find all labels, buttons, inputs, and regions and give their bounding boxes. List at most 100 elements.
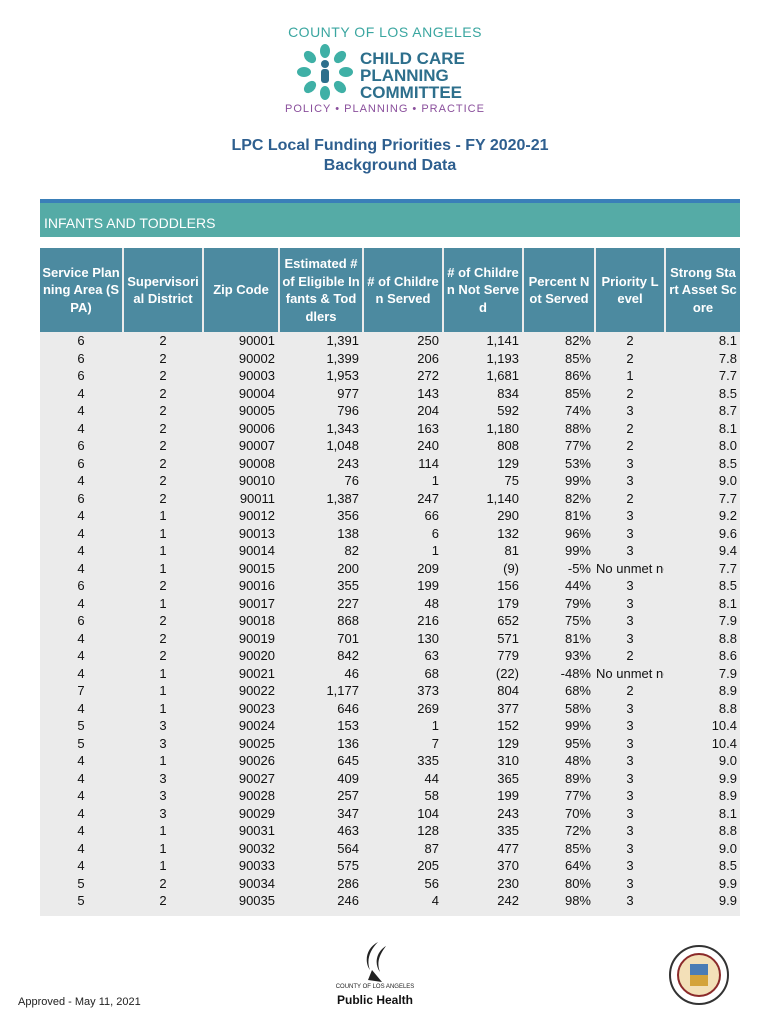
table-cell: 652 bbox=[497, 613, 519, 628]
table-row: 5 3 90025 136 7 129 95% 3 10.4 bbox=[40, 735, 740, 753]
table-cell: 90027 bbox=[238, 770, 275, 786]
committee-line: COMMITTEE bbox=[360, 83, 462, 102]
table-cell: 377 bbox=[497, 700, 519, 716]
table-cell: 7 bbox=[77, 683, 85, 698]
table-cell: 4 bbox=[77, 508, 85, 523]
table-cell: 2 bbox=[159, 613, 167, 628]
table-row: 4 2 90005 796 204 592 74% 3 8.7 bbox=[40, 402, 740, 420]
table-cell: 8.1 bbox=[718, 805, 737, 821]
table-cell: 6 bbox=[77, 333, 85, 348]
table-cell: 8.5 bbox=[718, 385, 737, 401]
table-cell: 269 bbox=[417, 700, 439, 716]
table-cell: 2 bbox=[159, 438, 167, 453]
table-cell: 3 bbox=[626, 823, 634, 838]
table-cell: 138 bbox=[337, 525, 359, 541]
table-cell: 90025 bbox=[238, 735, 275, 751]
table-cell: 3 bbox=[626, 735, 634, 751]
table-row: 4 1 90023 646 269 377 58% 3 8.8 bbox=[40, 700, 740, 718]
table-cell: 779 bbox=[497, 648, 519, 663]
table-cell: 808 bbox=[497, 438, 519, 453]
table-cell: 8.0 bbox=[718, 438, 737, 453]
table-cell: 1 bbox=[159, 683, 167, 698]
table-cell: 3 bbox=[626, 578, 634, 593]
table-cell: 5 bbox=[77, 735, 85, 751]
table-cell: 246 bbox=[337, 893, 359, 908]
table-cell: 63 bbox=[424, 648, 439, 663]
table-cell: 3 bbox=[626, 508, 634, 523]
table-cell: 1,399 bbox=[326, 350, 359, 366]
table-cell: 88% bbox=[564, 420, 591, 436]
section-header: INFANTS AND TODDLERS bbox=[40, 199, 740, 237]
table-cell: 82 bbox=[344, 543, 359, 558]
table-cell: 4 bbox=[77, 630, 85, 646]
table-cell: 199 bbox=[417, 578, 439, 593]
table-cell: 90032 bbox=[238, 840, 275, 856]
table-cell: 99% bbox=[564, 718, 591, 733]
table-cell: 3 bbox=[626, 840, 634, 856]
table-cell: 1,681 bbox=[486, 368, 519, 383]
table-cell: 250 bbox=[417, 333, 439, 348]
table-cell: 163 bbox=[417, 420, 439, 436]
table-cell: 564 bbox=[337, 840, 359, 856]
table-cell: 79% bbox=[564, 595, 591, 611]
table-cell: 2 bbox=[159, 490, 167, 506]
table-cell: 2 bbox=[159, 648, 167, 663]
table-cell: 8.1 bbox=[718, 595, 737, 611]
table-row: 4 1 90012 356 66 290 81% 3 9.2 bbox=[40, 507, 740, 525]
table-cell: 1,391 bbox=[326, 333, 359, 348]
table-cell: 1 bbox=[431, 473, 439, 488]
data-table: Service Planning Area (SPA) Supervisorial… bbox=[38, 248, 742, 910]
table-cell: 1,343 bbox=[326, 420, 359, 436]
table-cell: -5% bbox=[567, 560, 591, 576]
table-cell: 200 bbox=[337, 560, 359, 576]
table-row: 5 3 90024 153 1 152 99% 3 10.4 bbox=[40, 717, 740, 735]
table-row: 4 2 90004 977 143 834 85% 2 8.5 bbox=[40, 385, 740, 403]
table-cell: 2 bbox=[159, 385, 167, 401]
table-cell: 4 bbox=[431, 893, 439, 908]
table-row: 4 1 90031 463 128 335 72% 3 8.8 bbox=[40, 822, 740, 840]
table-cell: 85% bbox=[564, 840, 591, 856]
table-cell: 156 bbox=[497, 578, 519, 593]
table-cell: 5 bbox=[77, 875, 85, 891]
table-row: 4 1 90017 227 48 179 79% 3 8.1 bbox=[40, 595, 740, 613]
table-cell: 272 bbox=[417, 368, 439, 383]
table-cell: 257 bbox=[337, 788, 359, 803]
table-cell: 2 bbox=[626, 490, 634, 506]
table-cell: 4 bbox=[77, 648, 85, 663]
table-cell: 240 bbox=[417, 438, 439, 453]
table-cell: 8.1 bbox=[718, 420, 737, 436]
table-row: 4 1 90014 82 1 81 99% 3 9.4 bbox=[40, 542, 740, 560]
table-cell: 90034 bbox=[238, 875, 275, 891]
table-cell: 44 bbox=[424, 770, 439, 786]
table-cell: 2 bbox=[626, 420, 634, 436]
table-cell: 335 bbox=[497, 823, 519, 838]
column-header: Percent Not Served bbox=[524, 248, 594, 332]
table-cell: 48 bbox=[424, 595, 439, 611]
table-cell: 796 bbox=[337, 403, 359, 418]
table-cell: 58% bbox=[564, 700, 591, 716]
table-cell: 7.7 bbox=[718, 560, 737, 576]
table-cell: 3 bbox=[626, 403, 634, 418]
logo-org: COUNTY OF LOS ANGELES bbox=[335, 984, 415, 990]
table-cell: 1,141 bbox=[486, 333, 519, 348]
table-cell: 575 bbox=[337, 858, 359, 873]
table-row: 4 2 90020 842 63 779 93% 2 8.6 bbox=[40, 647, 740, 665]
table-row: 4 1 90032 564 87 477 85% 3 9.0 bbox=[40, 840, 740, 858]
table-cell: 242 bbox=[497, 893, 519, 908]
table-cell: (9) bbox=[503, 560, 519, 576]
table-cell: 8.5 bbox=[718, 455, 737, 471]
table-cell: 9.0 bbox=[718, 473, 737, 488]
table-row: 6 2 90001 1,391 250 1,141 82% 2 8.1 bbox=[40, 332, 740, 350]
table-cell: 82% bbox=[564, 490, 591, 506]
table-cell: 4 bbox=[77, 770, 85, 786]
table-cell: 3 bbox=[626, 700, 634, 716]
table-cell: 128 bbox=[417, 823, 439, 838]
table-cell: 90016 bbox=[238, 578, 275, 593]
approved-date: Approved - May 11, 2021 bbox=[18, 996, 141, 1008]
table-cell: 199 bbox=[497, 788, 519, 803]
table-cell: 46 bbox=[344, 665, 359, 681]
table-cell: 4 bbox=[77, 805, 85, 821]
table-cell: 90022 bbox=[238, 683, 275, 698]
table-cell: 8.9 bbox=[718, 788, 737, 803]
table-cell: 87 bbox=[424, 840, 439, 856]
